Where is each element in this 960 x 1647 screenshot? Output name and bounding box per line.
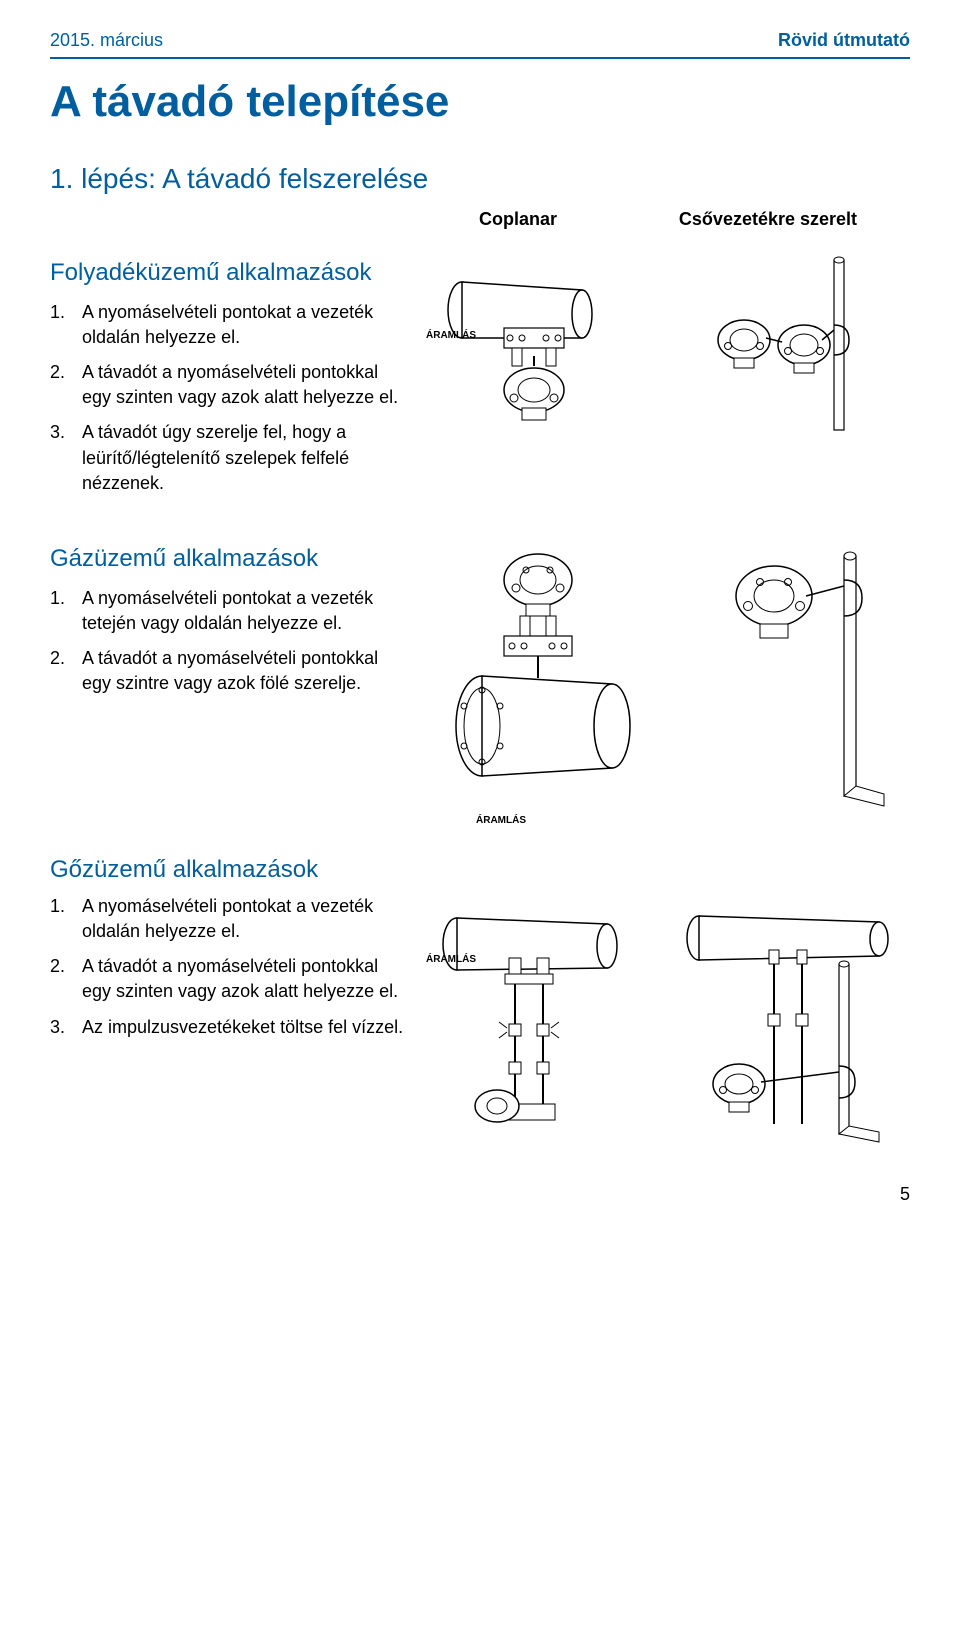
list-item: A távadót a nyomáselvételi pontokkal egy… xyxy=(50,954,410,1004)
flow-label: ÁRAMLÁS xyxy=(476,815,526,826)
list-item: A távadót úgy szerelje fel, hogy a leürí… xyxy=(50,420,410,496)
liquid-illustrations: ÁRAMLÁS xyxy=(426,250,910,506)
gas-instructions: A nyomáselvételi pontokat a vezeték tete… xyxy=(50,586,410,697)
steam-text: A nyomáselvételi pontokat a vezeték olda… xyxy=(50,894,410,1144)
liquid-heading: Folyadéküzemű alkalmazások xyxy=(50,256,410,290)
gas-row: Gázüzemű alkalmazások A nyomáselvételi p… xyxy=(50,536,910,816)
section-heading-step1: 1. lépés: A távadó felszerelése xyxy=(50,163,910,195)
col-header-pipe: Csővezetékre szerelt xyxy=(626,209,910,230)
page-header: 2015. március Rövid útmutató xyxy=(50,30,910,51)
page-number: 5 xyxy=(50,1184,910,1205)
steam-instructions: A nyomáselvételi pontokat a vezeték olda… xyxy=(50,894,410,1040)
liquid-text: Folyadéküzemű alkalmazások A nyomáselvét… xyxy=(50,250,410,506)
list-item: A nyomáselvételi pontokat a vezeték olda… xyxy=(50,894,410,944)
flow-label: ÁRAMLÁS xyxy=(426,954,476,965)
gas-text: Gázüzemű alkalmazások A nyomáselvételi p… xyxy=(50,536,410,816)
list-item: Az impulzusvezetékeket töltse fel vízzel… xyxy=(50,1015,410,1040)
steam-illustrations: ÁRAMLÁS xyxy=(426,894,910,1144)
steam-pipe-illustration xyxy=(678,894,910,1144)
flow-label: ÁRAMLÁS xyxy=(426,330,476,341)
steam-coplanar-illustration xyxy=(426,894,658,1144)
liquid-coplanar-illustration xyxy=(426,250,658,440)
list-item: A távadót a nyomáselvételi pontokkal egy… xyxy=(50,360,410,410)
col-header-coplanar: Coplanar xyxy=(426,209,610,230)
steam-heading: Gőzüzemű alkalmazások xyxy=(50,856,910,884)
column-headers: Coplanar Csővezetékre szerelt xyxy=(50,209,910,230)
gas-illustrations: ÁRAMLÁS xyxy=(426,536,910,816)
gas-coplanar-illustration: ÁRAMLÁS xyxy=(426,536,658,816)
header-rule xyxy=(50,57,910,59)
list-item: A nyomáselvételi pontokat a vezeték tete… xyxy=(50,586,410,636)
liquid-pipe-illustration xyxy=(678,250,910,440)
liquid-instructions: A nyomáselvételi pontokat a vezeték olda… xyxy=(50,300,410,496)
gas-heading: Gázüzemű alkalmazások xyxy=(50,542,410,576)
list-item: A távadót a nyomáselvételi pontokkal egy… xyxy=(50,646,410,696)
header-doc-type: Rövid útmutató xyxy=(778,30,910,51)
steam-row: A nyomáselvételi pontokat a vezeték olda… xyxy=(50,894,910,1144)
page-title: A távadó telepítése xyxy=(50,77,910,127)
list-item: A nyomáselvételi pontokat a vezeték olda… xyxy=(50,300,410,350)
liquid-row: Folyadéküzemű alkalmazások A nyomáselvét… xyxy=(50,250,910,506)
gas-pipe-illustration xyxy=(678,536,910,816)
header-date: 2015. március xyxy=(50,30,163,51)
